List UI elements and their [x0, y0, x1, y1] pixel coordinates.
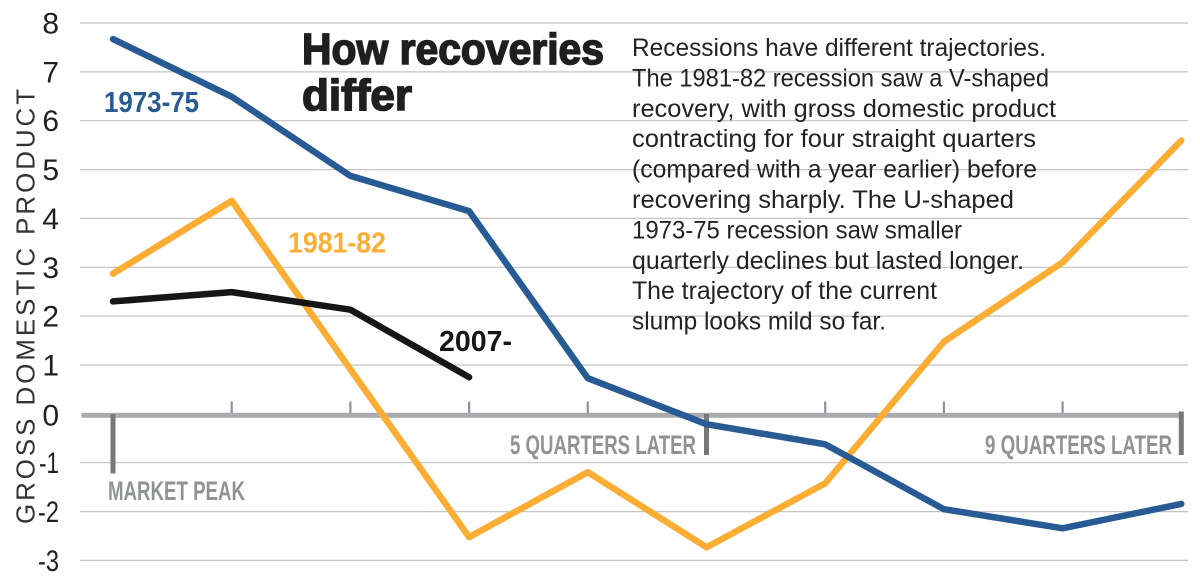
- svg-text:0: 0: [42, 399, 59, 432]
- svg-text:1973-75: 1973-75: [104, 87, 199, 119]
- svg-text:2: 2: [42, 301, 59, 334]
- svg-text:quarterly declines but lasted: quarterly declines but lasted longer.: [632, 247, 1024, 275]
- svg-text:4: 4: [42, 203, 59, 236]
- svg-text:slump looks mild so far.: slump looks mild so far.: [632, 308, 886, 336]
- svg-text:1: 1: [42, 350, 59, 383]
- svg-text:recovery, with gross domestic: recovery, with gross domestic product: [632, 95, 1056, 123]
- svg-text:How recoveries: How recoveries: [302, 25, 604, 74]
- svg-text:The 1981-82 recession saw a V-: The 1981-82 recession saw a V-shaped: [632, 64, 1049, 92]
- svg-text:differ: differ: [302, 71, 412, 120]
- svg-text:contracting for four straight: contracting for four straight quarters: [632, 125, 1036, 153]
- svg-text:-3: -3: [38, 545, 59, 578]
- svg-text:GROSS DOMESTIC PRODUCT: GROSS DOMESTIC PRODUCT: [11, 86, 41, 524]
- svg-text:2007-: 2007-: [439, 326, 512, 358]
- svg-text:5 QUARTERS LATER: 5 QUARTERS LATER: [510, 430, 696, 460]
- svg-text:MARKET PEAK: MARKET PEAK: [108, 476, 245, 506]
- svg-text:Recessions have different traj: Recessions have different trajectories.: [632, 34, 1046, 62]
- svg-text:8: 8: [42, 8, 59, 41]
- svg-text:3: 3: [42, 252, 59, 285]
- svg-text:6: 6: [42, 105, 59, 138]
- svg-text:1981-82: 1981-82: [288, 228, 386, 260]
- svg-text:-1: -1: [39, 447, 59, 480]
- svg-text:9 QUARTERS LATER: 9 QUARTERS LATER: [985, 430, 1172, 460]
- svg-text:7: 7: [42, 56, 59, 89]
- svg-text:(compared with a year earlier): (compared with a year earlier) before: [632, 156, 1037, 184]
- svg-text:5: 5: [42, 154, 59, 187]
- svg-text:recovering sharply. The U-shap: recovering sharply. The U-shaped: [632, 186, 1014, 214]
- svg-text:1973-75 recession saw smaller: 1973-75 recession saw smaller: [632, 216, 962, 244]
- svg-text:-2: -2: [38, 496, 59, 529]
- svg-text:The trajectory of the current: The trajectory of the current: [632, 277, 937, 305]
